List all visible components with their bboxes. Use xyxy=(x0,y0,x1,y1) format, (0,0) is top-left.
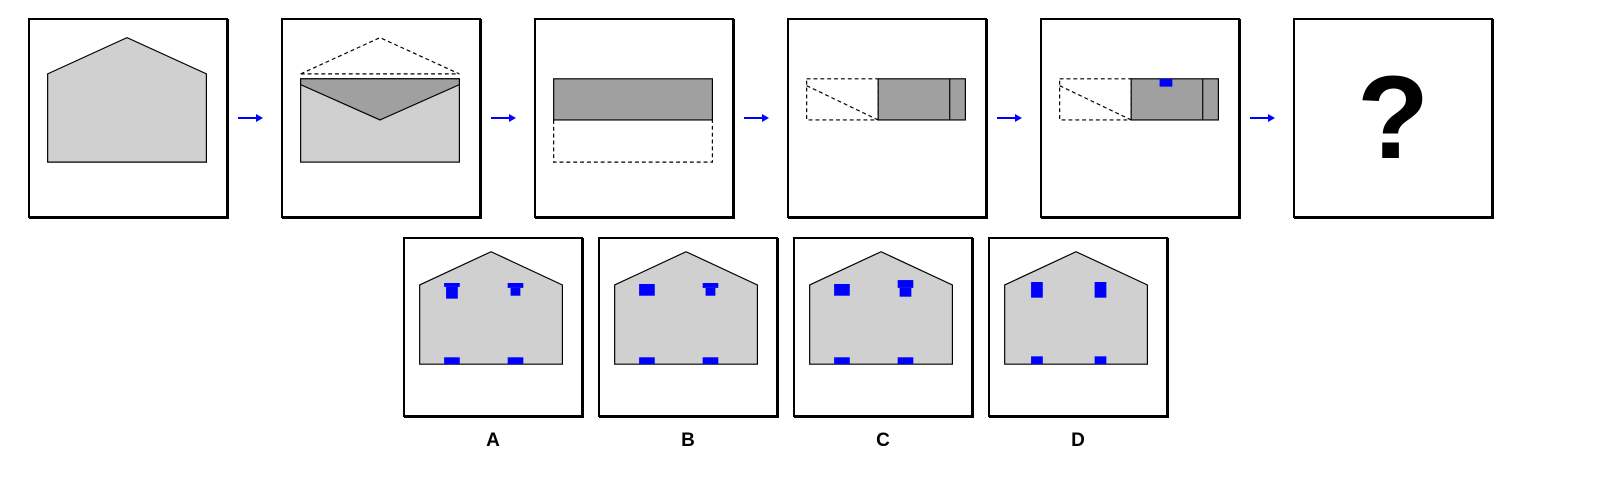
option-b-label[interactable]: B xyxy=(681,430,695,451)
hole xyxy=(1094,356,1107,365)
option-c-label[interactable]: C xyxy=(876,430,890,451)
question-panel: ? xyxy=(1293,18,1493,218)
right-arrow-icon xyxy=(997,114,1022,122)
hole xyxy=(705,287,716,296)
option-b-panel[interactable] xyxy=(598,237,778,417)
hole xyxy=(1031,356,1043,365)
hole xyxy=(834,357,850,365)
option-a-label[interactable]: A xyxy=(486,430,500,451)
hole xyxy=(510,287,521,296)
hole xyxy=(507,357,524,365)
hole xyxy=(897,357,914,365)
hole xyxy=(702,357,719,365)
right-arrow-icon xyxy=(1250,114,1275,122)
option-d-label[interactable]: D xyxy=(1071,430,1085,451)
paper-original-shape xyxy=(47,36,207,163)
step-1-panel xyxy=(28,18,228,218)
step-3-panel xyxy=(534,18,734,218)
step-4-panel xyxy=(787,18,987,218)
step-5-panel xyxy=(1040,18,1240,218)
hole xyxy=(446,286,458,299)
hole xyxy=(639,283,655,296)
option-d-shape xyxy=(1004,251,1149,365)
step-2-panel xyxy=(281,18,481,218)
right-arrow-icon xyxy=(238,114,263,122)
hole xyxy=(444,357,460,365)
option-a-shape xyxy=(419,251,564,365)
hole xyxy=(1094,282,1107,298)
hole xyxy=(899,287,912,297)
paper-fold-2-shape xyxy=(553,78,713,163)
hole xyxy=(1031,282,1043,298)
option-b-shape xyxy=(614,251,759,365)
option-c-panel[interactable] xyxy=(793,237,973,417)
paper-punched-shape xyxy=(1059,78,1219,121)
punched-hole xyxy=(1159,78,1173,87)
right-arrow-icon xyxy=(491,114,516,122)
hole xyxy=(639,357,655,365)
hole xyxy=(834,283,850,296)
option-c-shape xyxy=(809,251,954,365)
option-a-panel[interactable] xyxy=(403,237,583,417)
hole xyxy=(702,283,719,288)
paper-fold-3-shape xyxy=(806,78,966,121)
right-arrow-icon xyxy=(744,114,769,122)
paper-fold-1-shape xyxy=(300,36,460,163)
hole xyxy=(897,280,914,288)
question-mark: ? xyxy=(1356,52,1430,184)
hole xyxy=(507,283,524,288)
hole xyxy=(444,283,460,287)
option-d-panel[interactable] xyxy=(988,237,1168,417)
